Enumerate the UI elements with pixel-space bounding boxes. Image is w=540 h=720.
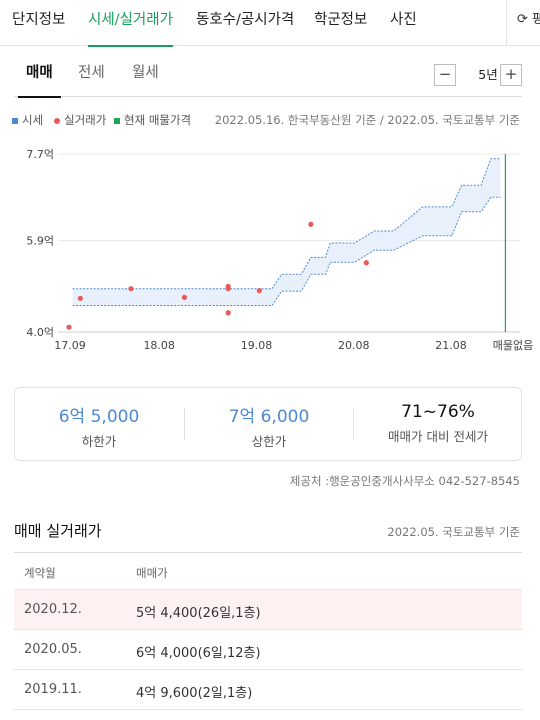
summary-upper-price: 7억 6,000 상한가 [185,388,353,460]
transactions-source: 2022.05. 국토교통부 기준 [387,525,520,539]
transactions-table: 계약월 매매가 2020.12. 5억 4,400(26일,1층) 2020.0… [14,552,522,710]
price-chart[interactable]: 4.0억 5.9억 7.7억 17.09 18.08 19.08 20.08 21.08 매물없… [0,138,540,360]
top-tab-bar: 단지정보 시세/실거래가 동호수/공시가격 학군정보 사진 ⟳ 평 [0,0,540,47]
tab-sale[interactable]: 매매 [18,55,61,98]
summary-divider [353,408,354,440]
period-value: 5년 [478,67,498,82]
tab-photos[interactable]: 사진 [390,12,417,28]
summary-lower-value: 6억 5,000 [58,407,140,427]
summary-jeonse-ratio: 71~76% 매매가 대비 전세가 [354,388,522,460]
x-tick-label: 21.08 [435,339,467,352]
tab-school-info[interactable]: 학군정보 [314,12,368,28]
y-tick-label: 7.7억 [26,148,54,161]
table-row[interactable]: 2020.05. 6억 4,000(6일,12층) [14,630,522,670]
table-row[interactable]: 2020.12. 5억 4,400(26일,1층) [14,590,522,630]
transaction-point [77,295,83,301]
tab-monthly-rent[interactable]: 월세 [132,65,159,81]
tab-unit-official-price[interactable]: 동호수/공시가격 [196,12,295,28]
row-price: 5억 4,400(26일,1층) [136,606,261,621]
period-increase-button[interactable]: + [500,64,522,86]
area-unit-label: 평 [532,12,540,27]
row-price: 4억 9,600(2일,1층) [136,686,253,701]
transaction-point [181,294,188,300]
market-price-lower-line [72,196,501,306]
market-price-band [72,158,501,306]
y-tick-label: 4.0억 [26,326,54,339]
price-chart-svg: 4.0억 5.9억 7.7억 17.09 18.08 19.08 20.08 21.08 매물없… [26,148,533,352]
table-header: 계약월 매매가 [14,552,522,590]
y-tick-label: 5.9억 [26,235,54,248]
transaction-point [225,310,231,316]
transaction-point [256,288,262,294]
legend-item-actual-transaction[interactable]: 실거래가 [54,112,106,128]
market-price-upper-line [72,158,501,290]
summary-lower-price: 6억 5,000 하한가 [15,388,183,460]
period-decrease-button[interactable]: − [434,64,456,86]
refresh-icon: ⟳ [517,12,528,27]
transaction-point [225,283,231,289]
row-price: 6억 4,000(6일,12층) [136,646,261,661]
current-listing-label: 매물없음 [493,339,533,352]
header-contract-month: 계약월 [24,566,56,580]
dot-icon [54,117,60,124]
summary-lower-label: 하한가 [81,434,117,449]
x-tick-label: 17.09 [54,339,86,352]
x-tick-label: 20.08 [338,339,370,352]
data-provider: 제공처 :행운공인중개사사무소 042-527-8545 [289,474,520,488]
area-unit-toggle-button[interactable]: ⟳ 평 [506,0,540,46]
trade-type-tabs: 매매 전세 월세 [14,55,522,98]
table-row[interactable]: 2019.11. 4억 9,600(2일,1층) [14,670,522,710]
x-tick-label: 19.08 [241,339,273,352]
chart-source-note: 2022.05.16. 한국부동산원 기준 / 2022.05. 국토교통부 기… [214,113,520,127]
summary-upper-value: 7억 6,000 [228,407,310,427]
summary-upper-label: 상한가 [251,434,287,449]
tab-price-transactions[interactable]: 시세/실거래가 [88,0,173,47]
legend-item-market-price[interactable]: 시세 [12,112,43,128]
transactions-title: 매매 실거래가 [14,522,102,540]
row-month: 2019.11. [24,682,82,697]
square-icon [114,117,120,124]
x-tick-label: 18.08 [143,339,175,352]
transaction-point [66,324,72,330]
transaction-point [308,221,314,227]
transaction-point [128,286,134,292]
summary-divider [184,408,185,440]
price-summary-box: 6억 5,000 하한가 7억 6,000 상한가 71~76% 매매가 대비 … [14,387,522,461]
summary-ratio-value: 71~76% [401,402,475,422]
row-month: 2020.05. [24,642,82,657]
legend-item-current-listing[interactable]: 현재 매물가격 [114,112,191,128]
summary-ratio-label: 매매가 대비 전세가 [388,429,488,444]
row-month: 2020.12. [24,602,82,617]
header-sale-price: 매매가 [136,566,168,580]
tab-jeonse[interactable]: 전세 [78,65,105,81]
tab-complex-info[interactable]: 단지정보 [12,12,66,28]
square-icon [12,117,18,124]
transaction-point [363,260,369,266]
